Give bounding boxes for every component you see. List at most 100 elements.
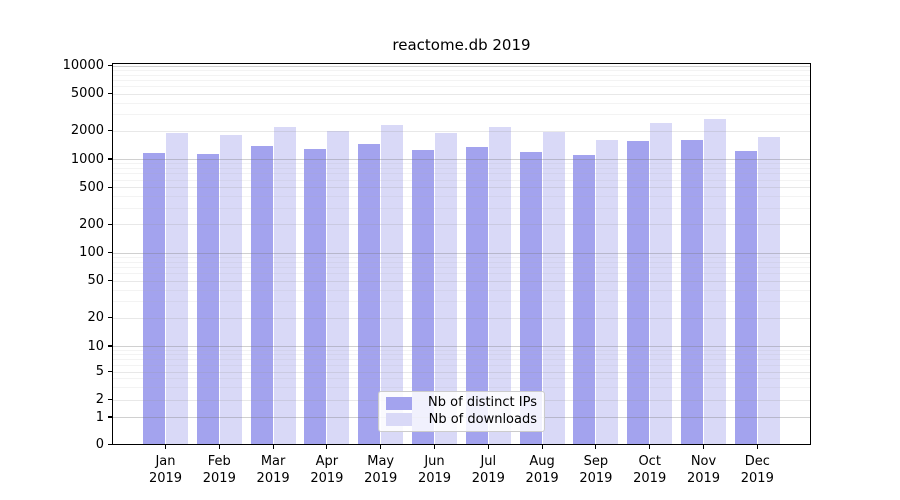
bar-distinct-ips xyxy=(250,145,273,445)
x-tick xyxy=(649,445,651,449)
bar-downloads xyxy=(273,126,296,445)
y-gridline xyxy=(113,65,810,67)
x-tick-label-year: 2019 xyxy=(202,471,236,486)
minor-gridline xyxy=(113,359,810,361)
bar-downloads xyxy=(757,137,780,445)
x-tick-label-year: 2019 xyxy=(579,471,613,486)
minor-gridline xyxy=(113,179,810,181)
y-gridline xyxy=(113,252,810,254)
y-tick xyxy=(108,398,112,401)
chart-title: reactome.db 2019 xyxy=(392,36,531,54)
legend-label-downloads: Nb of downloads xyxy=(428,411,537,427)
bar-downloads xyxy=(166,132,188,445)
minor-gridline xyxy=(113,256,810,258)
x-tick-label-year: 2019 xyxy=(471,471,505,486)
y-gridline xyxy=(113,317,810,319)
x-tick-label-year: 2019 xyxy=(686,471,721,486)
x-tick xyxy=(218,445,220,449)
x-tick-label-year: 2019 xyxy=(310,471,344,486)
y-tick-label: 10 xyxy=(87,338,104,354)
x-tick-label: May 2019 xyxy=(354,453,408,487)
x-tick xyxy=(487,445,489,449)
minor-gridline xyxy=(113,173,810,175)
minor-gridline xyxy=(113,69,810,71)
x-tick-label: Mar 2019 xyxy=(246,453,300,487)
minor-gridline xyxy=(113,273,810,275)
y-tick xyxy=(108,443,112,446)
legend: Nb of distinct IPs Nb of downloads xyxy=(378,391,545,432)
y-tick-label: 0 xyxy=(95,437,104,452)
y-gridline xyxy=(113,159,810,160)
x-tick-label-year: 2019 xyxy=(417,471,452,486)
x-tick xyxy=(164,445,167,449)
bar-downloads xyxy=(219,135,242,445)
y-tick xyxy=(108,130,112,132)
y-tick xyxy=(108,416,112,418)
y-tick xyxy=(108,370,112,373)
x-tick xyxy=(702,445,705,449)
y-tick-label: 5 xyxy=(95,364,104,379)
bar-distinct-ips xyxy=(196,154,219,445)
y-gridline xyxy=(113,93,810,95)
minor-gridline xyxy=(113,266,810,268)
minor-gridline xyxy=(113,114,810,116)
legend-entry-distinct-ips: Nb of distinct IPs xyxy=(386,395,537,411)
x-tick-label: Jul 2019 xyxy=(461,453,515,487)
y-gridline xyxy=(113,224,810,226)
bar-distinct-ips xyxy=(143,152,165,445)
minor-gridline xyxy=(113,196,810,198)
minor-gridline xyxy=(113,261,810,263)
y-tick-label: 20 xyxy=(87,310,104,326)
minor-gridline xyxy=(113,168,810,170)
minor-gridline xyxy=(113,354,810,356)
bar-distinct-ips xyxy=(358,143,381,445)
minor-gridline xyxy=(113,364,810,366)
bar-distinct-ips xyxy=(304,148,327,445)
bar-distinct-ips xyxy=(681,139,703,445)
y-tick xyxy=(108,93,112,95)
minor-gridline xyxy=(113,102,810,104)
minor-gridline xyxy=(113,387,810,389)
x-tick-label: Oct 2019 xyxy=(623,453,677,487)
y-tick-label: 2000 xyxy=(70,123,104,139)
x-tick xyxy=(541,445,543,449)
x-tick-label: Jun 2019 xyxy=(408,453,462,487)
x-tick xyxy=(272,445,274,449)
y-tick-label: 5000 xyxy=(70,86,104,102)
y-gridline xyxy=(113,371,810,373)
x-tick-label-year: 2019 xyxy=(740,471,774,486)
y-gridline xyxy=(113,280,810,282)
y-tick xyxy=(108,64,112,67)
bar-distinct-ips xyxy=(734,150,757,445)
bar-distinct-ips xyxy=(412,149,434,445)
x-tick-label-year: 2019 xyxy=(633,471,667,486)
legend-label-distinct-ips: Nb of distinct IPs xyxy=(428,395,537,411)
bar-downloads xyxy=(650,123,673,445)
bar-distinct-ips xyxy=(573,155,596,445)
y-tick-label: 100 xyxy=(79,245,104,260)
minor-gridline xyxy=(113,74,810,76)
x-tick xyxy=(326,445,328,449)
minor-gridline xyxy=(113,301,810,303)
x-tick-label: Feb 2019 xyxy=(192,453,246,487)
y-tick xyxy=(108,223,112,225)
x-tick-label: Jan 2019 xyxy=(139,453,193,487)
x-tick-label: Nov 2019 xyxy=(677,453,731,487)
minor-gridline xyxy=(113,378,810,380)
minor-gridline xyxy=(113,349,810,351)
y-tick xyxy=(108,251,112,254)
legend-swatch-downloads xyxy=(386,413,412,427)
y-gridline xyxy=(113,346,810,347)
y-tick xyxy=(108,317,112,319)
y-tick-label: 1000 xyxy=(70,151,104,167)
legend-swatch-distinct-ips xyxy=(386,396,412,410)
bar-distinct-ips xyxy=(627,141,650,445)
minor-gridline xyxy=(113,86,810,88)
legend-entry-downloads: Nb of downloads xyxy=(386,412,537,428)
bar-distinct-ips xyxy=(519,151,542,445)
y-gridline xyxy=(113,130,810,132)
x-tick-label-year: 2019 xyxy=(256,471,290,486)
y-tick-label: 500 xyxy=(79,179,104,195)
x-tick xyxy=(595,445,597,449)
bar-downloads xyxy=(596,139,619,445)
